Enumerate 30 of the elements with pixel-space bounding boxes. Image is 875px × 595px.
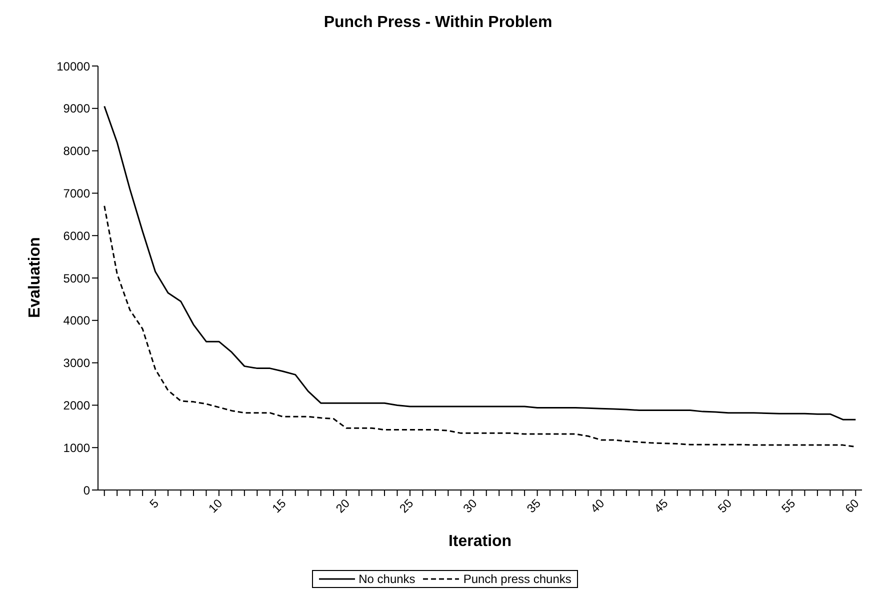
y-tick-label: 9000 [63, 102, 90, 116]
line-series [104, 106, 856, 420]
x-tick-label: 45 [651, 496, 671, 516]
x-tick-label: 55 [778, 496, 798, 516]
x-tick-label: 40 [588, 496, 608, 516]
y-tick-label: 7000 [63, 186, 90, 200]
y-tick-label: 0 [83, 483, 90, 498]
legend-label: Punch press chunks [462, 572, 572, 586]
legend-label: No chunks [358, 572, 416, 586]
y-tick-label: 5000 [63, 271, 90, 286]
x-tick-label: 25 [396, 496, 416, 516]
chart-title: Punch Press - Within Problem [322, 13, 554, 33]
x-tick-label: 30 [460, 496, 480, 516]
y-tick-label: 4000 [63, 314, 90, 328]
line-series [104, 205, 856, 448]
y-tick-label: 1000 [63, 440, 90, 455]
y-tick-label: 2000 [63, 398, 90, 412]
x-tick-label: 5 [146, 496, 162, 511]
x-tick-label: 50 [715, 496, 735, 516]
x-tick-label: 20 [333, 496, 353, 516]
x-tick-label: 35 [524, 496, 544, 516]
x-axis-title: Iteration [448, 533, 512, 550]
y-tick-label: 10000 [56, 59, 90, 74]
y-tick-label: 6000 [63, 228, 90, 243]
y-tick-label: 3000 [63, 356, 90, 370]
y-axis-title: Evaluation [26, 237, 44, 318]
x-tick-label: 10 [206, 496, 226, 516]
x-tick-label: 15 [269, 496, 289, 516]
y-tick-label: 8000 [63, 144, 90, 158]
x-tick-label: 60 [842, 496, 862, 516]
